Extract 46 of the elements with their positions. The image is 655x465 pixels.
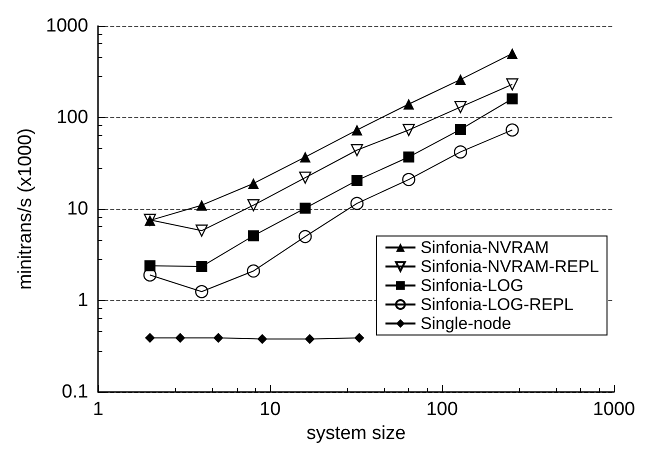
point	[248, 178, 259, 189]
point	[351, 124, 362, 136]
point	[403, 152, 414, 163]
point	[454, 100, 467, 114]
point	[454, 124, 466, 135]
point	[195, 285, 208, 298]
point	[246, 264, 260, 278]
point	[454, 74, 466, 86]
point	[350, 144, 364, 156]
x-tick-label: 1000	[592, 399, 636, 420]
y-tick-label: 100	[56, 107, 88, 128]
x-tick-label: 1	[92, 399, 104, 420]
x-tick-label: 10	[260, 399, 281, 420]
point	[506, 93, 518, 104]
point	[298, 230, 312, 244]
point	[196, 224, 208, 237]
point	[300, 152, 311, 163]
point	[350, 196, 364, 210]
y-tick-label: 10	[67, 198, 88, 220]
y-axis-title: minitrans/s (x1000)	[15, 128, 36, 290]
point	[351, 174, 362, 186]
point	[402, 172, 416, 186]
point	[247, 199, 260, 212]
point	[144, 260, 156, 272]
y-tick-label: 0.1	[62, 382, 88, 402]
point	[248, 230, 259, 242]
legend-label: Sinfonia-LOG	[420, 276, 524, 295]
point	[454, 145, 468, 159]
point	[300, 202, 311, 214]
x-tick-label: 100	[426, 399, 458, 420]
point	[506, 123, 519, 137]
x-axis-title: system size	[306, 422, 406, 444]
point	[196, 261, 208, 272]
point	[299, 172, 312, 184]
point	[144, 332, 155, 343]
point	[402, 124, 415, 136]
legend-label: Sinfonia-NVRAM-REPL	[420, 257, 600, 276]
point	[403, 98, 414, 110]
y-tick-label: 1	[78, 290, 88, 311]
point	[196, 200, 208, 211]
legend-label: Sinfonia-NVRAM	[420, 238, 549, 257]
y-tick-label: 1000	[46, 16, 88, 36]
point	[506, 78, 518, 90]
legend-label: Single-node	[420, 314, 512, 333]
point	[506, 48, 518, 60]
legend-label: Sinfonia-LOG-REPL	[420, 295, 574, 314]
